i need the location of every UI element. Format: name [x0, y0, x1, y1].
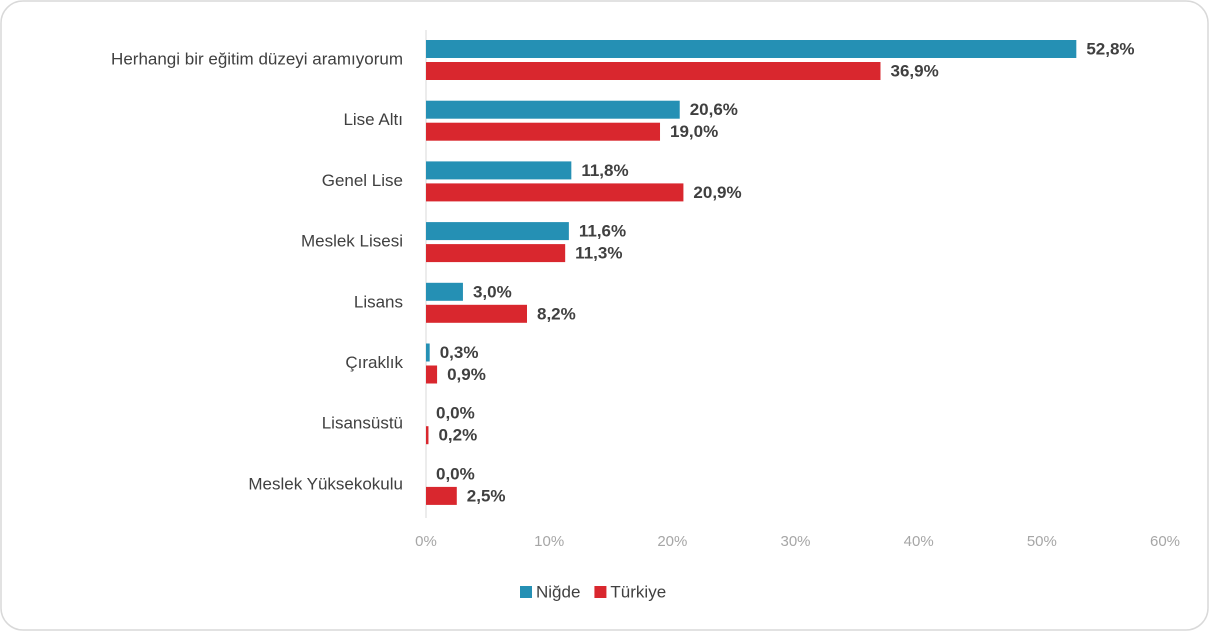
value-label: 11,3%: [575, 244, 622, 263]
x-tick-label: 20%: [657, 533, 687, 550]
value-label: 20,9%: [693, 183, 741, 202]
bar: [426, 40, 1077, 58]
bar: [426, 343, 430, 362]
value-label: 0,0%: [436, 464, 475, 483]
category-label: Meslek Lisesi: [301, 232, 403, 251]
category-label: Genel Lise: [322, 171, 403, 190]
x-tick-label: 0%: [415, 533, 437, 550]
bar: [426, 161, 572, 180]
value-label: 0,3%: [440, 343, 479, 362]
x-tick-label: 40%: [904, 533, 934, 550]
category-label: Lise Altı: [343, 110, 403, 129]
bar: [426, 222, 569, 241]
category-label: Çıraklık: [345, 353, 403, 372]
bar: [426, 62, 881, 80]
legend-label: Türkiye: [610, 582, 666, 601]
value-label: 11,8%: [581, 161, 628, 180]
bar: [426, 304, 527, 323]
bar: [426, 365, 438, 384]
bar: [426, 122, 661, 141]
legend-label: Niğde: [536, 582, 580, 601]
value-label: 8,2%: [537, 304, 576, 323]
category-label: Herhangi bir eğitim düzeyi aramıyorum: [111, 49, 403, 68]
x-tick-label: 30%: [780, 533, 810, 550]
value-label: 19,0%: [670, 122, 718, 141]
bar: [426, 183, 684, 202]
value-label: 20,6%: [690, 100, 738, 119]
bar: [426, 244, 566, 263]
value-label: 0,0%: [436, 404, 475, 423]
legend-swatch: [520, 586, 532, 598]
value-label: 36,9%: [890, 61, 938, 80]
category-label: Lisansüstü: [322, 414, 403, 433]
x-tick-label: 50%: [1027, 533, 1057, 550]
value-label: 11,6%: [579, 222, 626, 241]
value-label: 0,9%: [447, 365, 486, 384]
bar: [426, 100, 680, 119]
bar: [426, 282, 463, 301]
category-label: Meslek Yüksekokulu: [248, 474, 403, 493]
bar: [426, 486, 457, 505]
value-label: 3,0%: [473, 282, 512, 301]
value-label: 52,8%: [1086, 39, 1134, 58]
value-label: 0,2%: [438, 426, 477, 445]
value-label: 2,5%: [467, 486, 506, 505]
category-label: Lisans: [354, 292, 403, 311]
legend-swatch: [594, 586, 607, 598]
x-tick-label: 10%: [534, 533, 564, 550]
x-tick-label: 60%: [1150, 533, 1180, 550]
bar: [426, 426, 429, 445]
